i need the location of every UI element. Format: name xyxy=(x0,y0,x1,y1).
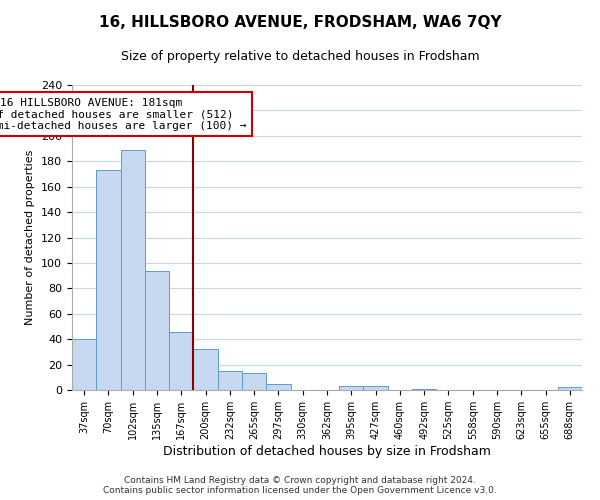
Bar xyxy=(96,170,121,390)
Y-axis label: Number of detached properties: Number of detached properties xyxy=(25,150,35,325)
Bar xyxy=(364,386,388,390)
Bar xyxy=(145,270,169,390)
Bar xyxy=(558,388,582,390)
Text: 16, HILLSBORO AVENUE, FRODSHAM, WA6 7QY: 16, HILLSBORO AVENUE, FRODSHAM, WA6 7QY xyxy=(98,15,502,30)
Bar xyxy=(72,339,96,390)
Text: Size of property relative to detached houses in Frodsham: Size of property relative to detached ho… xyxy=(121,50,479,63)
Text: 16 HILLSBORO AVENUE: 181sqm
← 84% of detached houses are smaller (512)
16% of se: 16 HILLSBORO AVENUE: 181sqm ← 84% of det… xyxy=(0,98,247,131)
X-axis label: Distribution of detached houses by size in Frodsham: Distribution of detached houses by size … xyxy=(163,445,491,458)
Text: Contains HM Land Registry data © Crown copyright and database right 2024.
Contai: Contains HM Land Registry data © Crown c… xyxy=(103,476,497,495)
Bar xyxy=(169,332,193,390)
Bar xyxy=(218,371,242,390)
Bar xyxy=(412,388,436,390)
Bar xyxy=(121,150,145,390)
Bar xyxy=(339,386,364,390)
Bar xyxy=(242,374,266,390)
Bar xyxy=(193,350,218,390)
Bar xyxy=(266,384,290,390)
